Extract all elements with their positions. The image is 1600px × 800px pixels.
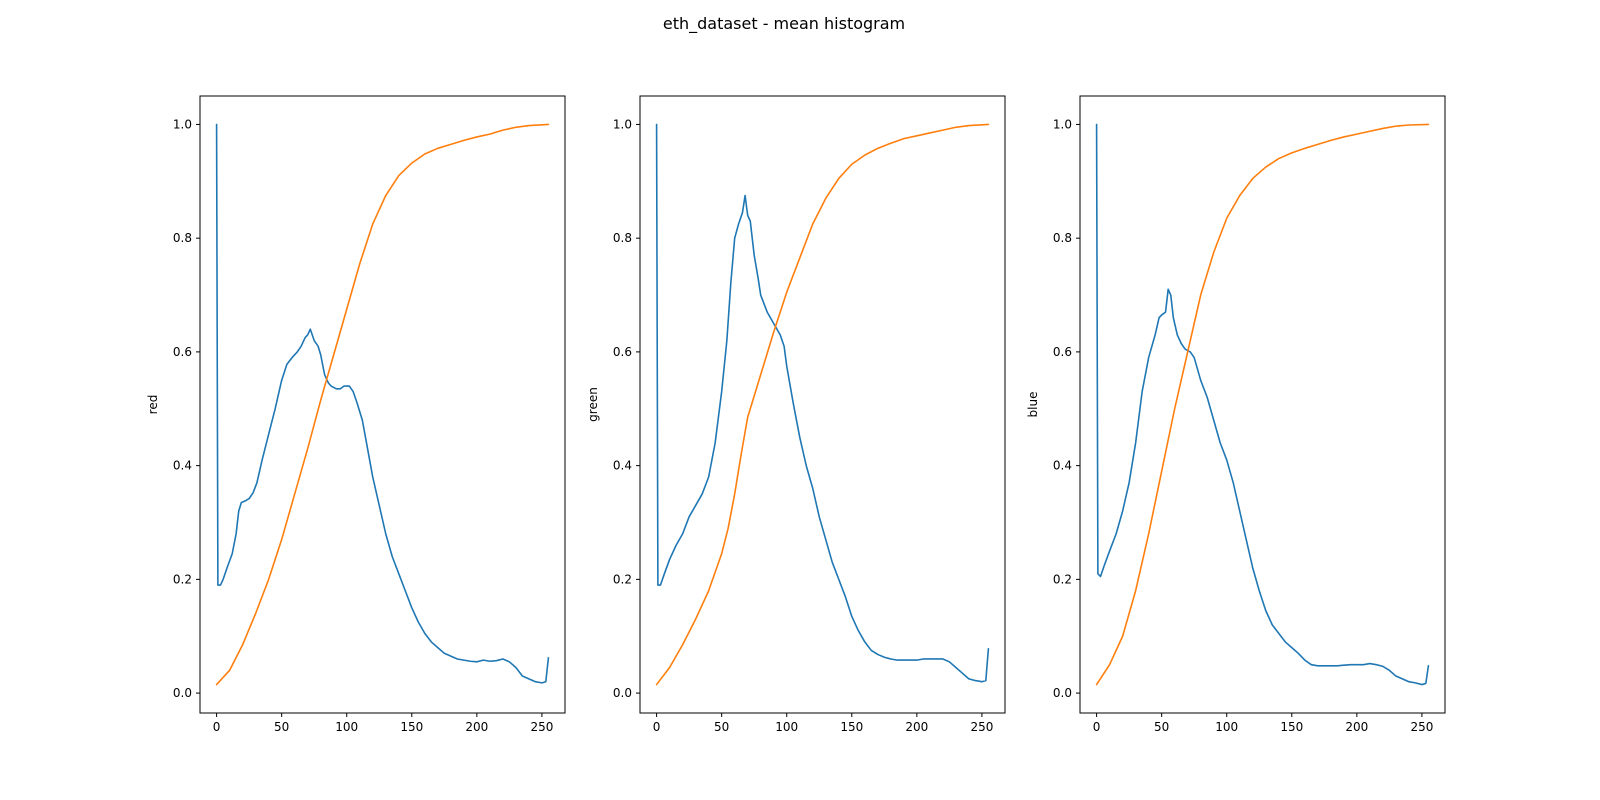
- y-tick-label: 1.0: [173, 117, 192, 131]
- axes-frame: [199, 95, 566, 714]
- y-tick-label: 0.0: [173, 686, 192, 700]
- histogram-line: [215, 123, 550, 684]
- plot-area: [640, 96, 1005, 713]
- axes-frame: [639, 95, 1006, 714]
- y-tick-label: 0.4: [1053, 459, 1072, 473]
- subplots-container: 0 50 100 150 200 250 0.0 0.2 0.4 0.6 0.8 1.0 red 0 50 1…: [146, 95, 1446, 734]
- x-tick-label: 200: [905, 720, 928, 734]
- histogram-line: [655, 123, 990, 683]
- figure-title: eth_dataset - mean histogram: [663, 14, 905, 34]
- y-tick-label: 0.6: [613, 345, 632, 359]
- x-tick-label: 50: [1154, 720, 1169, 734]
- x-tick-label: 0: [1093, 720, 1101, 734]
- y-tick-label: 0.2: [173, 572, 192, 586]
- y-tick-label: 1.0: [613, 117, 632, 131]
- x-tick-label: 0: [653, 720, 661, 734]
- subplot-green: 0 50 100 150 200 250 0.0 0.2 0.4 0.6 0.8 1.0 green: [586, 95, 1006, 734]
- y-tick-label: 0.6: [173, 345, 192, 359]
- y-tick-label: 0.6: [1053, 345, 1072, 359]
- x-tick-label: 250: [1410, 720, 1433, 734]
- y-tick-label: 1.0: [1053, 117, 1072, 131]
- x-tick-label: 150: [400, 720, 423, 734]
- y-axis-label: red: [146, 395, 160, 415]
- y-tick-label: 0.8: [173, 231, 192, 245]
- x-tick-label: 50: [274, 720, 289, 734]
- x-tick-label: 150: [1280, 720, 1303, 734]
- x-tick-label: 250: [530, 720, 553, 734]
- x-tick-label: 200: [1345, 720, 1368, 734]
- x-tick-label: 150: [840, 720, 863, 734]
- y-axis-label: blue: [1026, 392, 1040, 418]
- axes-frame: [1079, 95, 1446, 714]
- y-tick-label: 0.4: [173, 459, 192, 473]
- y-tick-label: 0.8: [1053, 231, 1072, 245]
- y-tick-label: 0.2: [1053, 572, 1072, 586]
- cumulative-line: [215, 123, 550, 686]
- cumulative-line: [1095, 123, 1430, 686]
- y-axis-label: green: [586, 387, 600, 422]
- cumulative-line: [655, 123, 990, 686]
- x-tick-label: 200: [465, 720, 488, 734]
- y-tick-label: 0.0: [613, 686, 632, 700]
- x-tick-label: 100: [775, 720, 798, 734]
- subplot-red: 0 50 100 150 200 250 0.0 0.2 0.4 0.6 0.8 1.0 red: [146, 95, 566, 734]
- y-tick-label: 0.4: [613, 459, 632, 473]
- histogram-line: [1095, 123, 1430, 686]
- x-tick-label: 0: [213, 720, 221, 734]
- y-tick-label: 0.2: [613, 572, 632, 586]
- x-tick-label: 50: [714, 720, 729, 734]
- subplot-blue: 0 50 100 150 200 250 0.0 0.2 0.4 0.6 0.8 1.0 blue: [1026, 95, 1446, 734]
- y-tick-label: 0.8: [613, 231, 632, 245]
- plot-area: [1080, 96, 1445, 713]
- x-tick-label: 100: [335, 720, 358, 734]
- x-tick-label: 250: [970, 720, 993, 734]
- plot-area: [200, 96, 565, 713]
- x-tick-label: 100: [1215, 720, 1238, 734]
- y-tick-label: 0.0: [1053, 686, 1072, 700]
